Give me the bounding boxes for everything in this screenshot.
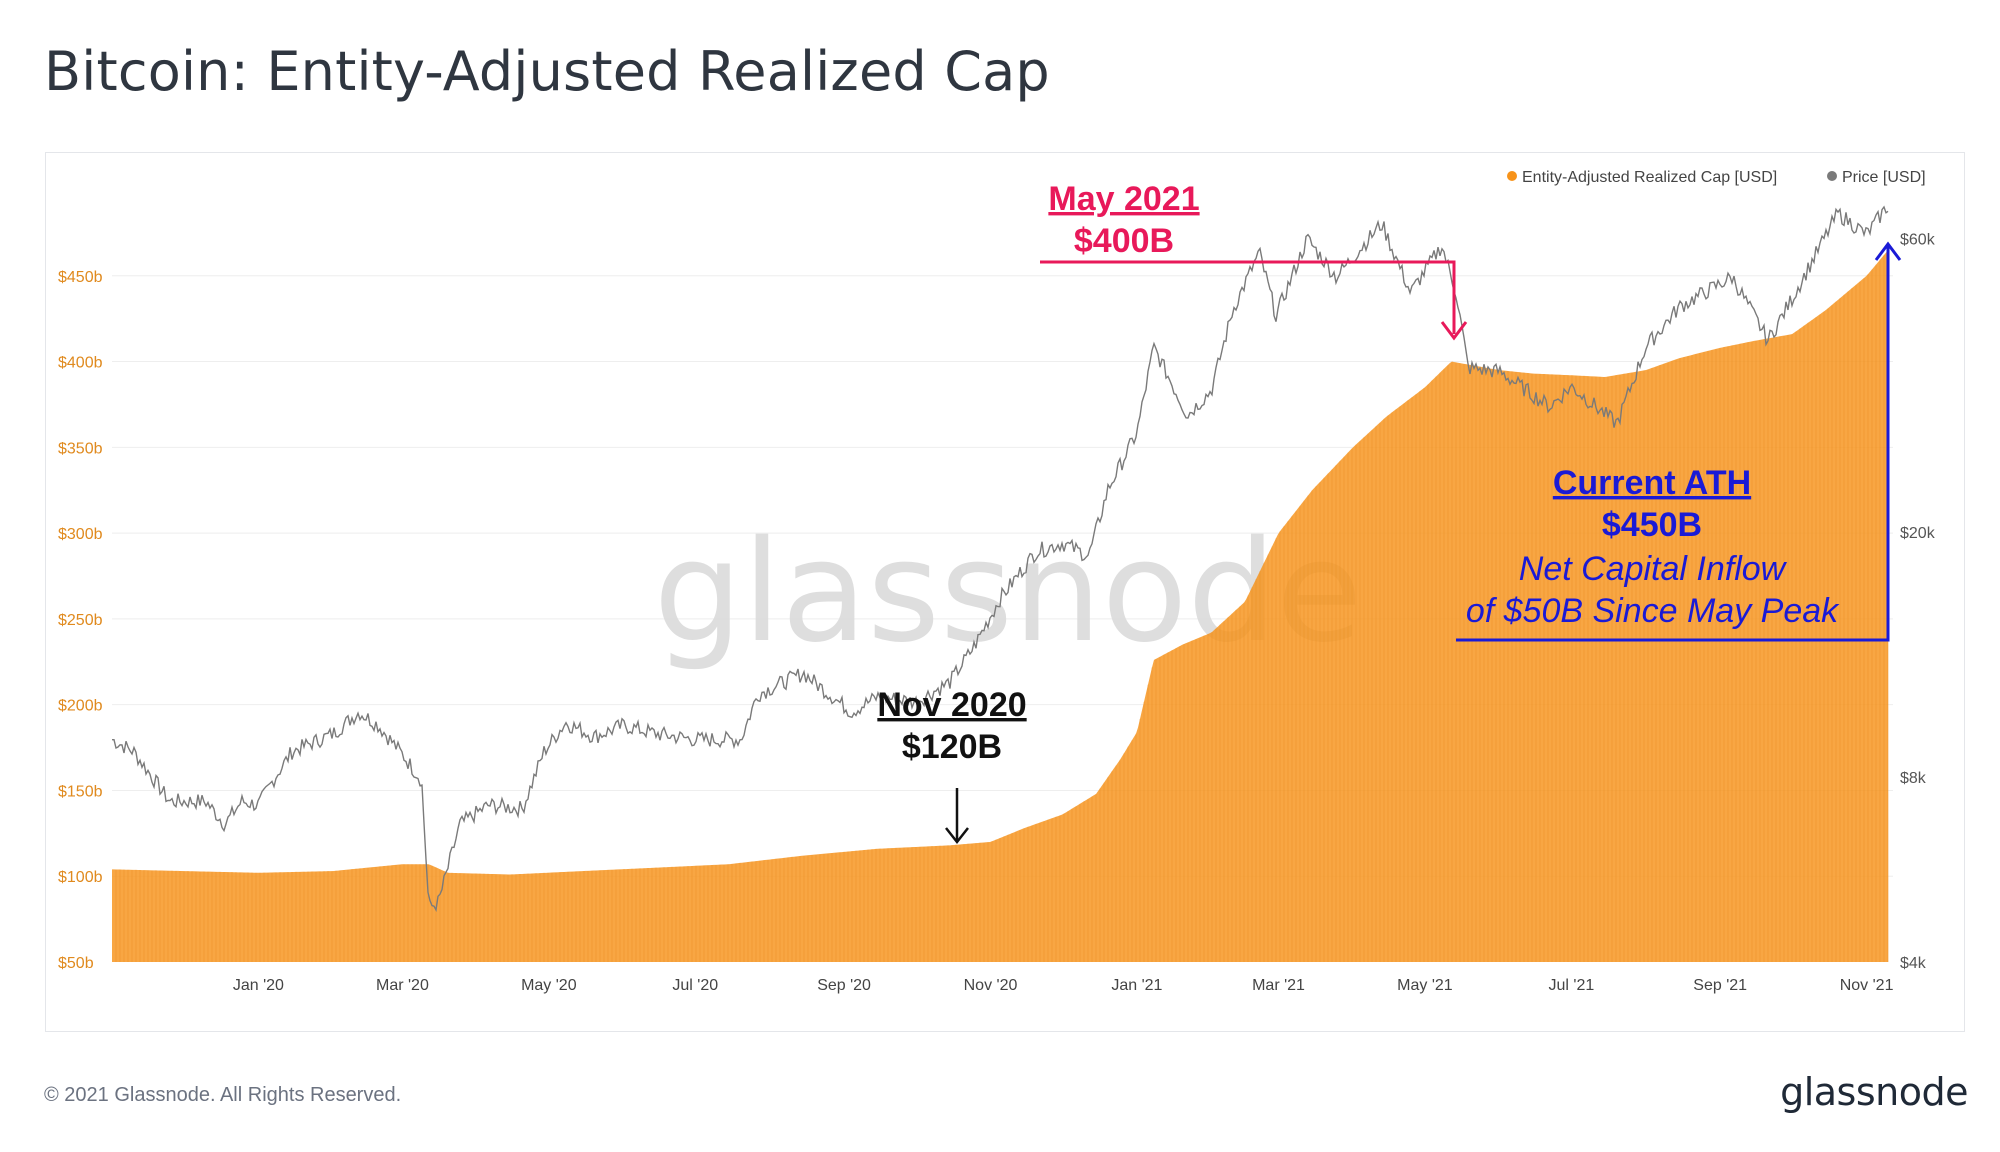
x-tick-label: Sep '20 [817, 977, 871, 994]
price-series [112, 205, 1889, 913]
ath-note-line2: of $50B Since May Peak [1466, 592, 1840, 630]
left-tick-label: $50b [58, 955, 94, 972]
x-tick-label: May '21 [1397, 977, 1453, 994]
price-line [112, 205, 1889, 913]
x-tick-label: Nov '21 [1840, 977, 1894, 994]
x-tick-label: Jan '21 [1111, 977, 1162, 994]
legend: Entity-Adjusted Realized Cap [USD] Price … [1507, 169, 1926, 186]
right-tick-label: $8k [1900, 770, 1927, 787]
left-axis: $50b $100b $150b $200b $250b $300b $350b $400b $… [58, 269, 103, 972]
x-tick-label: Mar '20 [376, 977, 429, 994]
right-tick-label: $60k [1900, 232, 1936, 249]
x-tick-label: Jan '20 [233, 977, 284, 994]
left-tick-label: $200b [58, 698, 103, 715]
legend-marker-price [1827, 171, 1837, 181]
x-tick-label: Sep '21 [1693, 977, 1747, 994]
ath-arrow-head [1874, 241, 1902, 261]
x-axis: Jan '20 Mar '20 May '20 Jul '20 Sep '20 Nov '… [233, 977, 1894, 994]
left-tick-label: $450b [58, 269, 103, 286]
x-tick-label: Jul '21 [1548, 977, 1594, 994]
ath-note-line1: Net Capital Inflow [1519, 550, 1788, 588]
may2021-label: May 2021 [1048, 180, 1199, 218]
x-tick-label: Jul '20 [672, 977, 718, 994]
page-title: Bitcoin: Entity-Adjusted Realized Cap [44, 40, 1050, 103]
legend-marker-realized-cap [1507, 171, 1517, 181]
legend-label-realized-cap: Entity-Adjusted Realized Cap [USD] [1522, 169, 1777, 186]
x-tick-label: Mar '21 [1252, 977, 1305, 994]
may2021-arrow-line [1040, 260, 1456, 334]
legend-label-price: Price [USD] [1842, 169, 1926, 186]
brand-logo: glassnode [1780, 1070, 1968, 1114]
left-tick-label: $100b [58, 869, 103, 886]
nov2020-value: $120B [902, 728, 1002, 766]
x-tick-label: May '20 [521, 977, 577, 994]
left-tick-label: $300b [58, 526, 103, 543]
right-axis: $4k $8k $20k $60k [1900, 232, 1936, 972]
chart-panel [45, 152, 1965, 1032]
right-tick-label: $4k [1900, 955, 1927, 972]
ath-value: $450B [1602, 506, 1702, 544]
left-tick-label: $350b [58, 440, 103, 457]
may2021-arrow-head [1440, 321, 1468, 341]
copyright-text: © 2021 Glassnode. All Rights Reserved. [44, 1084, 402, 1106]
ath-label: Current ATH [1553, 464, 1751, 502]
right-tick-label: $20k [1900, 525, 1936, 542]
realized-cap-area [112, 250, 1889, 962]
left-tick-label: $150b [58, 783, 103, 800]
x-tick-label: Nov '20 [964, 977, 1018, 994]
nov2020-label: Nov 2020 [877, 686, 1026, 724]
left-tick-label: $250b [58, 612, 103, 629]
nov2020-arrow-head [945, 827, 969, 845]
may2021-value: $400B [1074, 222, 1174, 260]
left-tick-label: $400b [58, 355, 103, 372]
annotations: May 2021 $400B Nov 2020 $120B Current ATH $45… [877, 180, 1902, 845]
ath-arrow-line [1456, 246, 1890, 642]
